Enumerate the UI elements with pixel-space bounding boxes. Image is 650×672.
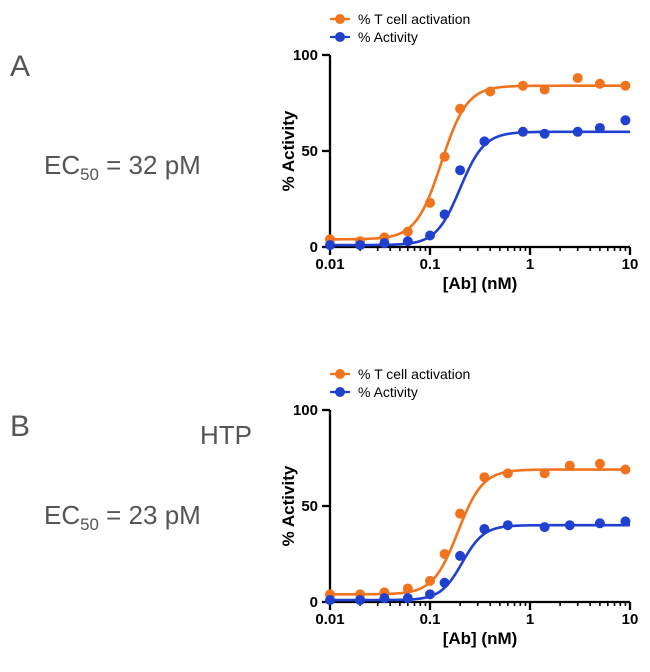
legend-label: % Activity [358,384,418,400]
svg-text:1: 1 [526,256,534,273]
data-point [595,459,605,469]
panel-b-label: B [10,410,30,444]
svg-text:50: 50 [301,498,318,515]
svg-text:100: 100 [293,47,318,64]
data-point [540,85,550,95]
data-point [595,123,605,133]
chart-a: 0.010.1110050100[Ab] (nM)% Activity% T c… [280,5,640,295]
data-point [565,461,575,471]
svg-text:[Ab] (nM): [Ab] (nM) [443,629,518,648]
chart-svg: 0.010.1110050100[Ab] (nM)% Activity% T c… [280,5,640,295]
data-point [479,472,489,482]
data-point [325,595,335,605]
data-point [503,520,513,530]
data-point [540,129,550,139]
data-point [479,524,489,534]
panel-a-label: A [10,50,30,84]
data-point [325,240,335,250]
svg-text:50: 50 [301,143,318,160]
fit-curve [330,132,630,245]
data-point [620,115,630,125]
htp-label: HTP [200,420,252,451]
panel-a-ec50: EC50 = 32 pM [44,150,201,185]
legend-label: % T cell activation [358,366,470,382]
data-point [595,518,605,528]
ec50-prefix: EC [44,500,80,530]
data-point [379,593,389,603]
svg-text:100: 100 [293,402,318,419]
ec50-sub: 50 [80,165,99,184]
legend-label: % Activity [358,29,418,45]
data-point [455,551,465,561]
chart-b: 0.010.1110050100[Ab] (nM)% Activity% T c… [280,360,640,650]
svg-text:[Ab] (nM): [Ab] (nM) [443,274,518,293]
fit-curve [330,525,630,600]
svg-text:0.01: 0.01 [315,256,344,273]
data-point [425,230,435,240]
data-point [455,165,465,175]
data-point [440,578,450,588]
panel-b-ec50: EC50 = 23 pM [44,500,201,535]
svg-text:0.1: 0.1 [420,611,441,628]
ec50-prefix: EC [44,150,80,180]
data-point [479,136,489,146]
svg-text:10: 10 [622,611,639,628]
data-point [440,209,450,219]
data-point [573,127,583,137]
chart-svg: 0.010.1110050100[Ab] (nM)% Activity% T c… [280,360,640,650]
data-point [355,240,365,250]
svg-text:0.1: 0.1 [420,256,441,273]
svg-text:0.01: 0.01 [315,611,344,628]
fit-curve [330,470,630,595]
ec50-sub: 50 [80,515,99,534]
legend-label: % T cell activation [358,11,470,27]
data-point [573,73,583,83]
data-point [595,79,605,89]
data-point [403,584,413,594]
data-point [565,520,575,530]
svg-text:% Activity: % Activity [280,465,298,546]
data-point [620,465,630,475]
data-point [485,86,495,96]
data-point [455,104,465,114]
ec50-rest: = 32 pM [99,150,201,180]
svg-text:1: 1 [526,611,534,628]
data-point [455,509,465,519]
svg-text:10: 10 [622,256,639,273]
data-point [425,198,435,208]
data-point [620,516,630,526]
data-point [355,595,365,605]
data-point [518,81,528,91]
data-point [403,593,413,603]
data-point [518,127,528,137]
data-point [503,468,513,478]
data-point [425,589,435,599]
ec50-rest: = 23 pM [99,500,201,530]
data-point [440,152,450,162]
data-point [440,549,450,559]
data-point [403,236,413,246]
fit-curve [330,86,630,240]
svg-text:% Activity: % Activity [280,110,298,191]
svg-text:0: 0 [310,594,318,611]
data-point [379,238,389,248]
data-point [540,468,550,478]
data-point [540,522,550,532]
data-point [620,81,630,91]
data-point [403,227,413,237]
data-point [425,576,435,586]
svg-text:0: 0 [310,239,318,256]
